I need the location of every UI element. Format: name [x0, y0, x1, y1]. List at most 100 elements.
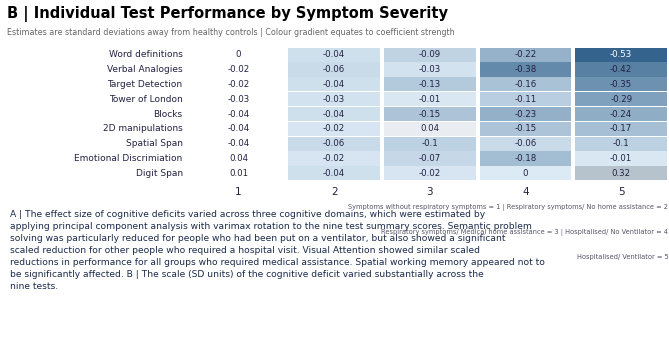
Bar [575, 48, 667, 62]
Text: -0.07: -0.07 [419, 154, 441, 163]
Bar [480, 92, 571, 106]
Text: -0.53: -0.53 [610, 50, 632, 59]
Bar [480, 107, 571, 121]
Bar [288, 122, 380, 136]
Text: 0.04: 0.04 [420, 124, 440, 133]
Text: -0.1: -0.1 [421, 139, 438, 148]
Text: Spatial Span: Spatial Span [126, 139, 183, 148]
Text: -0.18: -0.18 [514, 154, 537, 163]
Bar [288, 77, 380, 92]
Bar [384, 92, 476, 106]
Bar [384, 62, 476, 77]
Text: -0.17: -0.17 [610, 124, 632, 133]
Text: -0.02: -0.02 [323, 124, 345, 133]
Bar [193, 107, 284, 121]
Text: 0: 0 [235, 50, 242, 59]
Text: -0.04: -0.04 [227, 110, 250, 119]
Text: 2: 2 [331, 187, 337, 197]
Bar [480, 62, 571, 77]
Text: -0.04: -0.04 [323, 80, 345, 89]
Text: -0.23: -0.23 [514, 110, 537, 119]
Bar [384, 151, 476, 166]
Text: Verbal Analogies: Verbal Analogies [107, 65, 183, 74]
Text: -0.15: -0.15 [419, 110, 441, 119]
Bar [288, 48, 380, 62]
Bar [288, 166, 380, 180]
Bar [480, 77, 571, 92]
Bar [575, 77, 667, 92]
Bar [193, 77, 284, 92]
Text: Emotional Discrimiation: Emotional Discrimiation [74, 154, 183, 163]
Text: -0.01: -0.01 [610, 154, 632, 163]
Text: Estimates are standard deviations away from healthy controls | Colour gradient e: Estimates are standard deviations away f… [7, 28, 454, 37]
Text: -0.02: -0.02 [227, 65, 250, 74]
Text: B | Individual Test Performance by Symptom Severity: B | Individual Test Performance by Sympt… [7, 7, 448, 23]
Text: Respiratory symptoms/ Medical home assistance = 3 | Hospitalised/ No Ventilator : Respiratory symptoms/ Medical home assis… [381, 229, 668, 236]
Text: -0.04: -0.04 [323, 50, 345, 59]
Text: -0.13: -0.13 [419, 80, 441, 89]
Text: Word definitions: Word definitions [109, 50, 183, 59]
Text: 0.01: 0.01 [229, 169, 248, 178]
Bar [384, 48, 476, 62]
Text: -0.03: -0.03 [323, 95, 345, 104]
Bar [480, 122, 571, 136]
Text: -0.09: -0.09 [419, 50, 441, 59]
Bar [384, 107, 476, 121]
Bar [480, 151, 571, 166]
Bar [480, 166, 571, 180]
Bar [288, 137, 380, 151]
Text: 4: 4 [522, 187, 529, 197]
Text: -0.03: -0.03 [227, 95, 250, 104]
Text: -0.04: -0.04 [323, 110, 345, 119]
Text: -0.02: -0.02 [323, 154, 345, 163]
Bar [480, 137, 571, 151]
Text: -0.04: -0.04 [227, 139, 250, 148]
Text: 2D manipulations: 2D manipulations [103, 124, 183, 133]
Bar [288, 151, 380, 166]
Bar [384, 166, 476, 180]
Text: Target Detection: Target Detection [108, 80, 183, 89]
Bar [288, 107, 380, 121]
Bar [575, 122, 667, 136]
Text: -0.35: -0.35 [610, 80, 632, 89]
Text: -0.06: -0.06 [323, 65, 345, 74]
Bar [480, 48, 571, 62]
Text: -0.04: -0.04 [323, 169, 345, 178]
Bar [575, 151, 667, 166]
Text: 0.32: 0.32 [611, 169, 631, 178]
Text: -0.11: -0.11 [514, 95, 537, 104]
Text: -0.42: -0.42 [610, 65, 632, 74]
Text: 0: 0 [522, 169, 529, 178]
Text: Tower of London: Tower of London [109, 95, 183, 104]
Bar [288, 62, 380, 77]
Text: -0.15: -0.15 [514, 124, 537, 133]
Bar [384, 137, 476, 151]
Text: Hospitalised/ Ventilator = 5: Hospitalised/ Ventilator = 5 [577, 254, 668, 260]
Text: -0.22: -0.22 [514, 50, 537, 59]
Text: Blocks: Blocks [153, 110, 183, 119]
Text: Symptoms without respiratory symptoms = 1 | Respiratory symptoms/ No home assist: Symptoms without respiratory symptoms = … [349, 204, 668, 211]
Bar [193, 122, 284, 136]
Bar [193, 166, 284, 180]
Text: -0.24: -0.24 [610, 110, 632, 119]
Bar [575, 92, 667, 106]
Text: 5: 5 [618, 187, 624, 197]
Text: -0.06: -0.06 [323, 139, 345, 148]
Text: -0.04: -0.04 [227, 124, 250, 133]
Bar [193, 92, 284, 106]
Text: -0.02: -0.02 [227, 80, 250, 89]
Bar [384, 122, 476, 136]
Bar [193, 151, 284, 166]
Text: 3: 3 [427, 187, 433, 197]
Text: -0.16: -0.16 [514, 80, 537, 89]
Bar [288, 92, 380, 106]
Text: -0.06: -0.06 [514, 139, 537, 148]
Bar [575, 137, 667, 151]
Text: 1: 1 [235, 187, 242, 197]
Bar [575, 62, 667, 77]
Bar [575, 166, 667, 180]
Bar [193, 48, 284, 62]
Bar [193, 137, 284, 151]
Text: Digit Span: Digit Span [136, 169, 183, 178]
Text: 0.04: 0.04 [229, 154, 248, 163]
